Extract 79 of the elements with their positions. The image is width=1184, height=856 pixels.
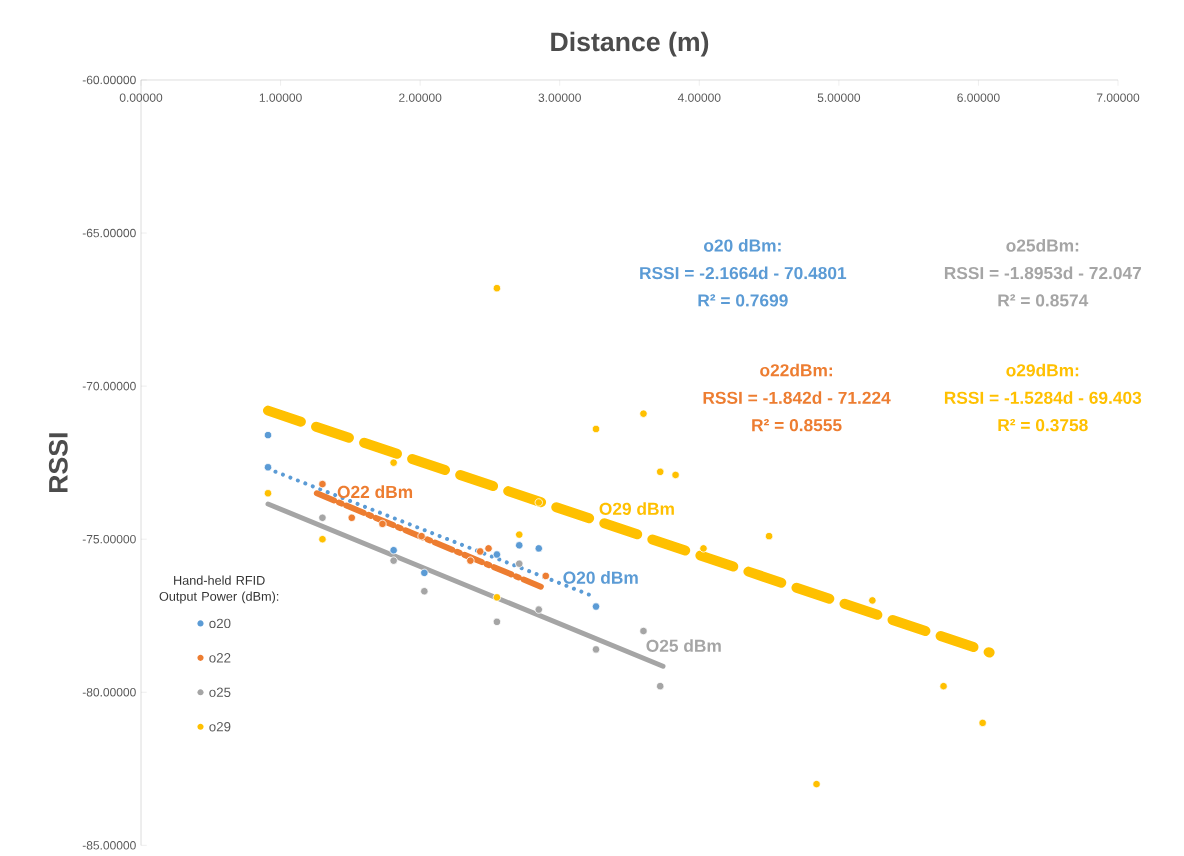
point	[476, 547, 485, 556]
annotation: o25dBm:	[1006, 238, 1079, 252]
point	[389, 546, 398, 555]
point	[591, 602, 601, 611]
annotation: RSSI = -2.1664d - 70.4801	[640, 266, 847, 280]
annotation: o22dBm:	[760, 363, 832, 377]
x-tick-label: 5.00000	[817, 93, 861, 102]
y-tick-label: -65.00000	[82, 228, 136, 238]
annotation: R² = 0.8574	[998, 294, 1089, 307]
annotation: R² = 0.7699	[698, 294, 788, 307]
y-tick-label: -80.00000	[82, 688, 136, 697]
annotation: RSSI = -1.5284d - 69.403	[944, 391, 1142, 404]
annotation: o20 dBm:	[704, 238, 781, 252]
point	[492, 550, 502, 559]
point	[492, 617, 502, 626]
point	[656, 682, 665, 691]
point	[466, 556, 475, 565]
x-tick-label: 6.00000	[957, 93, 1000, 102]
annotation: O20 dBm	[563, 571, 638, 584]
point	[420, 568, 429, 578]
point	[389, 556, 398, 565]
point	[534, 544, 543, 553]
point	[656, 467, 665, 476]
y-tick-label: -85.00000	[82, 841, 136, 850]
point	[347, 513, 356, 522]
point	[263, 430, 273, 440]
point	[492, 593, 502, 602]
point	[671, 470, 680, 480]
point	[515, 530, 524, 539]
y-tick-label: -60.00000	[82, 75, 136, 85]
point	[699, 544, 708, 553]
point	[534, 605, 543, 614]
point	[939, 682, 948, 691]
annotation: R² = 0.8555	[752, 419, 842, 432]
x-tick-label: 7.00000	[1096, 93, 1140, 102]
x-axis-title: Distance (m)	[551, 31, 709, 57]
point	[515, 559, 524, 568]
point	[318, 513, 327, 522]
legend-title: Hand-held RFID Output Power (dBm):	[159, 575, 279, 604]
point	[639, 409, 648, 418]
annotation: RSSI = -1.842d - 71.224	[703, 391, 891, 404]
point	[420, 587, 429, 596]
point	[534, 498, 543, 507]
y-axis-title: RSSI	[48, 433, 68, 493]
point	[591, 424, 601, 434]
point	[263, 463, 273, 472]
x-tick-label: 4.00000	[677, 93, 721, 102]
point	[318, 479, 327, 489]
annotation: O29 dBm	[599, 502, 674, 515]
point	[417, 532, 426, 541]
legend-label: o25	[209, 687, 231, 697]
point	[515, 541, 524, 550]
point	[318, 535, 327, 544]
y-tick-label: -75.00000	[82, 534, 136, 544]
point	[263, 489, 273, 498]
y-tick-label: -70.00000	[82, 381, 136, 391]
legend-label: o22	[209, 653, 231, 663]
point	[541, 571, 550, 581]
legend-label: o20	[209, 618, 231, 629]
annotation: o29dBm:	[1006, 363, 1079, 377]
annotation: R² = 0.3758	[998, 419, 1088, 432]
point	[764, 532, 774, 541]
x-tick-label: 1.00000	[259, 93, 302, 102]
point	[378, 519, 387, 529]
x-tick-label: 3.00000	[538, 93, 581, 102]
annotation: O25 dBm	[646, 639, 721, 652]
legend-label: o29	[209, 721, 231, 732]
x-tick-label: 0.00000	[119, 93, 163, 102]
annotation: RSSI = -1.8953d - 72.047	[944, 266, 1142, 280]
point	[492, 284, 502, 293]
annotation: O22 dBm	[337, 485, 413, 499]
point	[389, 458, 398, 467]
point	[484, 544, 493, 553]
point	[812, 779, 821, 789]
x-tick-label: 2.00000	[399, 93, 442, 102]
point	[639, 626, 648, 636]
point	[591, 645, 601, 654]
point	[868, 596, 877, 605]
point	[978, 718, 987, 728]
